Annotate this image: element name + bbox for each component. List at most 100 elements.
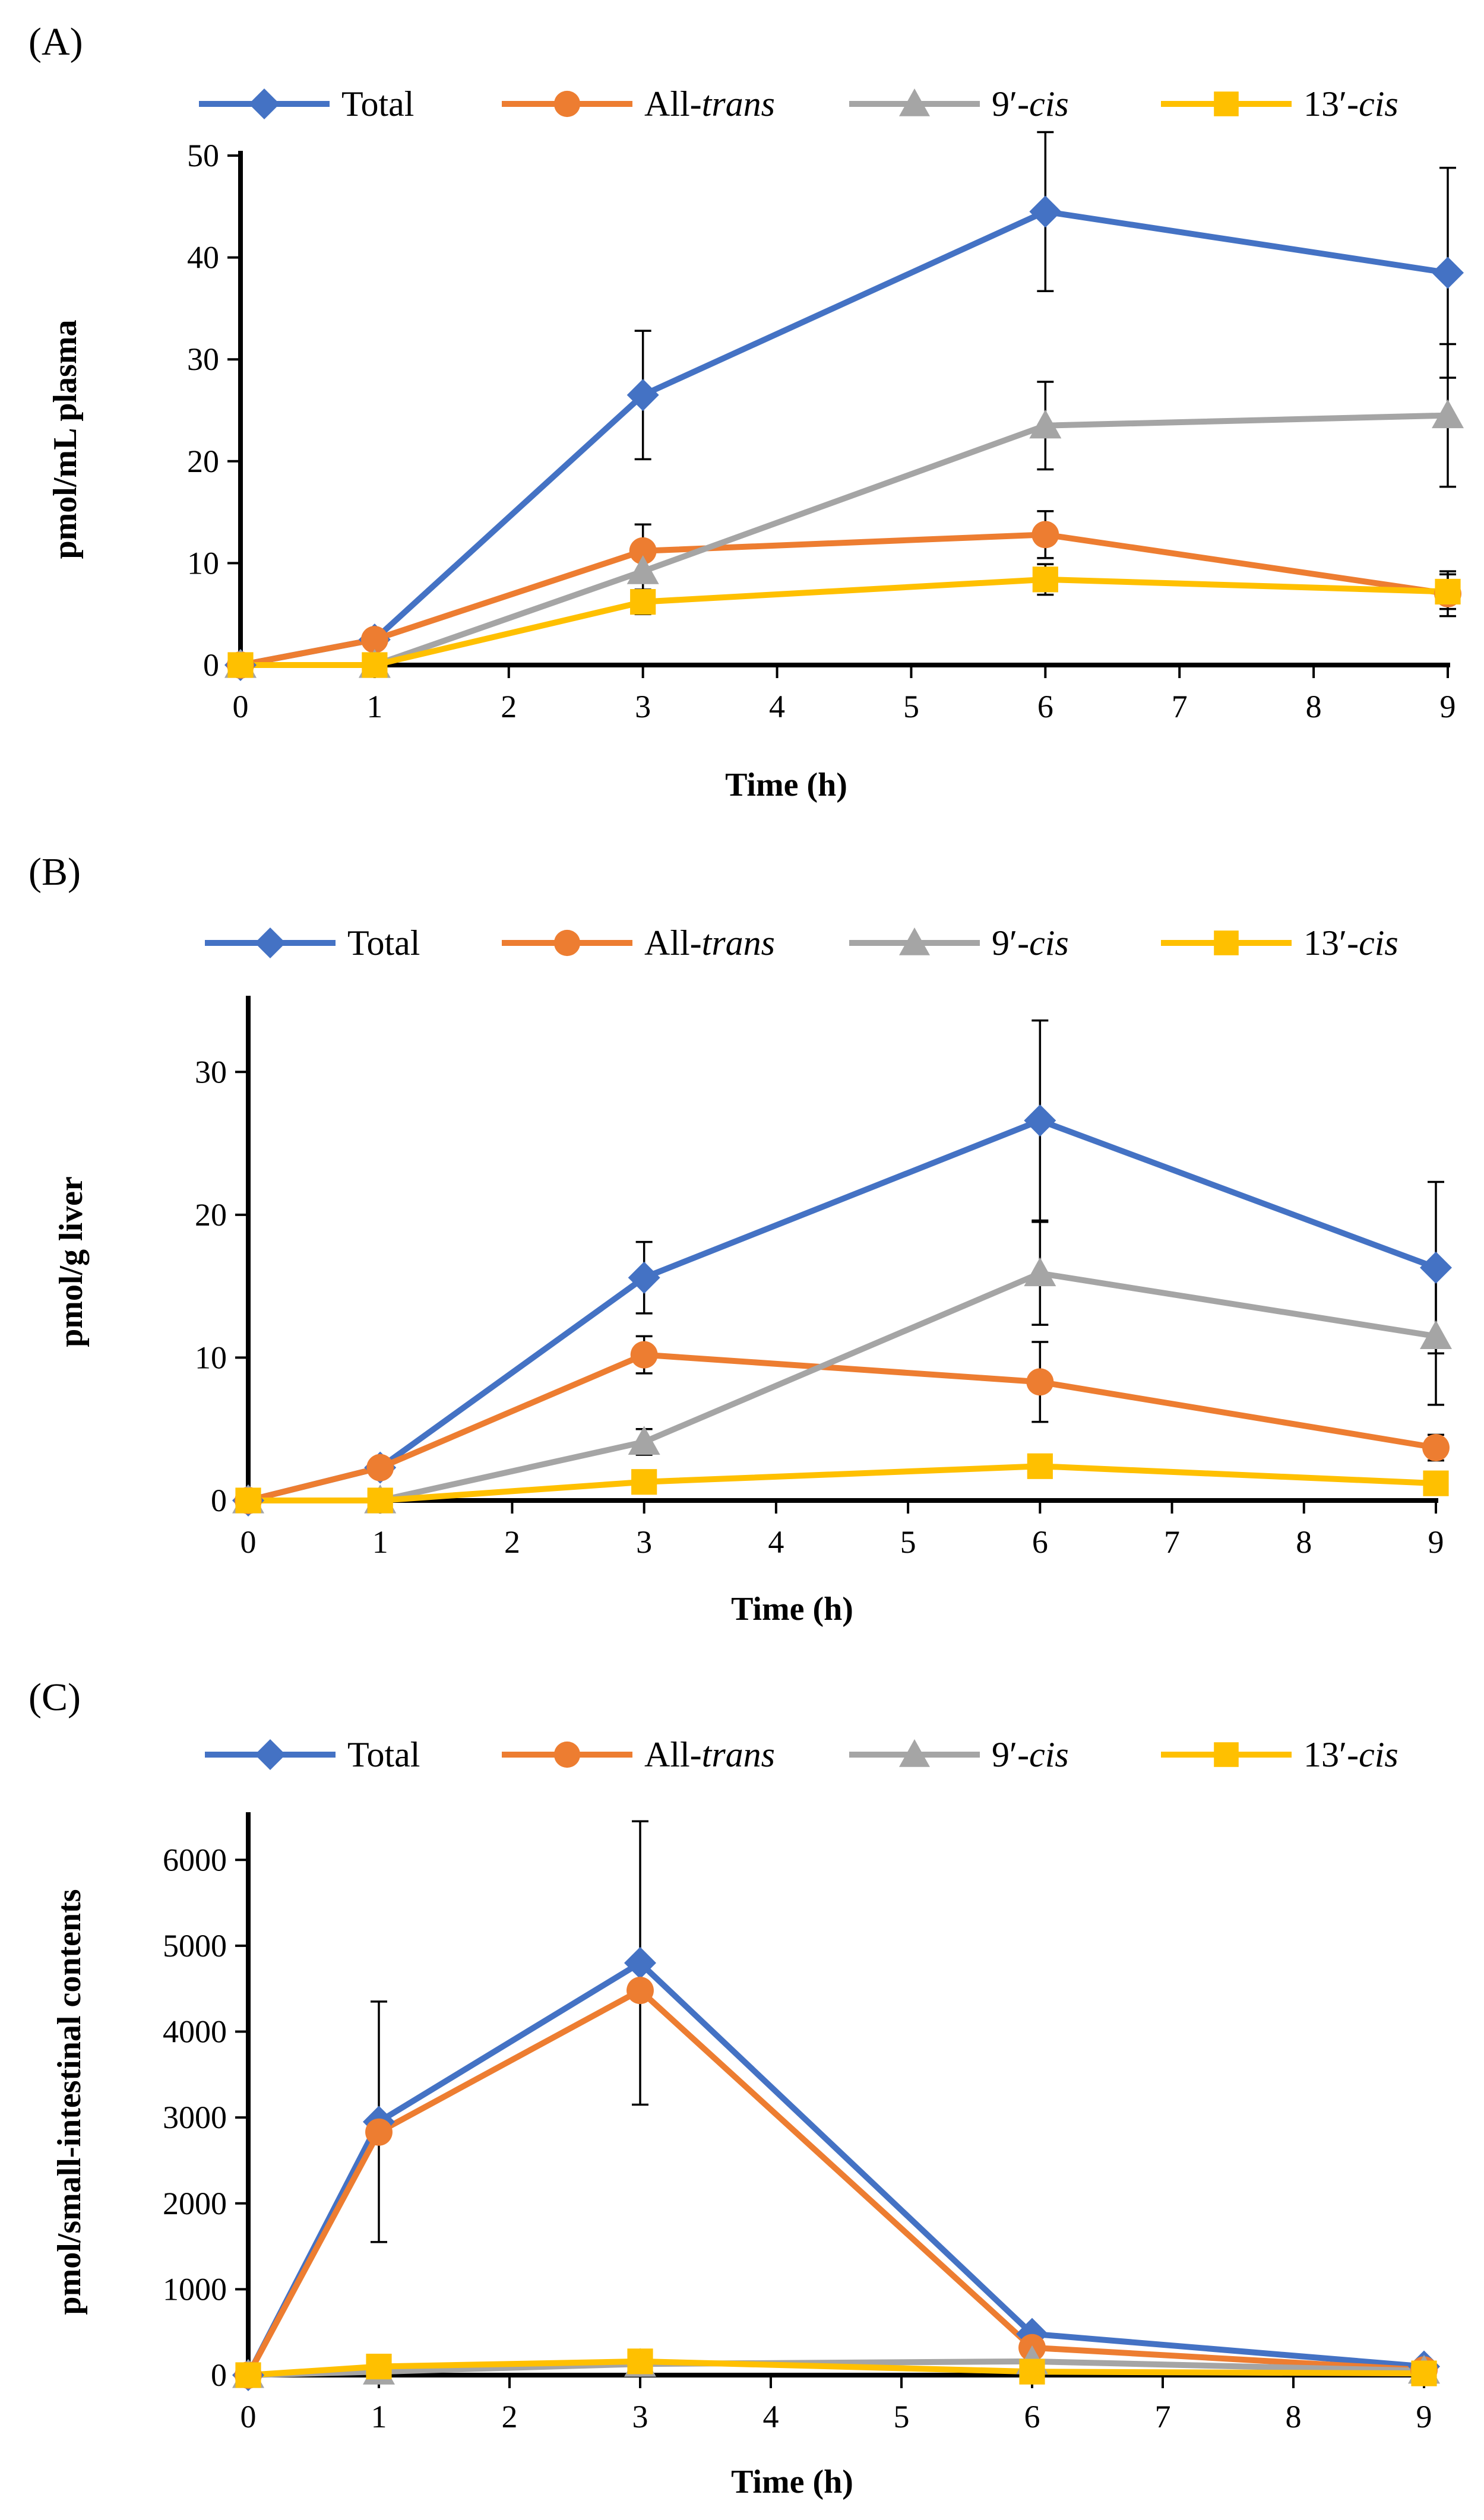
panel-a-y-tick-label: 20: [187, 444, 219, 479]
panel-b-series-line-13-cis: [248, 1463, 1436, 1503]
panel-b-point-13-cis: [631, 1469, 657, 1495]
panel-c-legend-label-9-cis: 9′-cis: [992, 1735, 1069, 1774]
panel-a-legend-marker-9-cis: [899, 88, 930, 116]
panel-c-legend-item-total: Total: [205, 1735, 420, 1774]
panel-c-x-tick-label: 0: [241, 2399, 257, 2434]
panel-c-point-13-cis: [235, 2362, 261, 2388]
panel-a-legend-marker-13-cis: [1214, 91, 1239, 116]
panel-b-x-tick-label: 5: [900, 1524, 916, 1560]
panel-c-legend-marker-total: [255, 1739, 286, 1770]
panel-b-legend: Total All-trans 9′-cis 13′-cis: [205, 923, 1398, 963]
panel-c-y-tick-label: 1000: [163, 2271, 227, 2307]
panel-a-legend-item-9-cis: 9′-cis: [849, 84, 1069, 124]
panel-c-x-tick-label: 8: [1286, 2399, 1302, 2434]
panel-c-y-tick-label: 4000: [163, 2014, 227, 2050]
panel-c-legend-item-all-trans: All-trans: [502, 1735, 775, 1774]
panel-b-legend-marker-13-cis: [1214, 930, 1239, 955]
panel-b-x-tick-label: 9: [1428, 1524, 1444, 1560]
panel-c-y-tick-label: 3000: [163, 2100, 227, 2135]
panel-b-legend-marker-total: [255, 927, 286, 958]
panel-c-legend-item-9-cis: 9′-cis: [849, 1735, 1069, 1774]
panel-a-x-tick-label: 4: [769, 689, 785, 724]
panel-c-legend-label-13-cis: 13′-cis: [1303, 1735, 1398, 1774]
panel-c-x-axis-title: Time (h): [731, 2464, 853, 2500]
panel-c-point-13-cis: [1019, 2358, 1045, 2385]
panel-c-point-13-cis: [366, 2353, 392, 2380]
panel-a-x-tick-label: 6: [1037, 689, 1053, 724]
panel-a-x-tick-label: 3: [635, 689, 651, 724]
panel-a-point-13-cis: [227, 652, 254, 678]
panel-b-x-tick-label: 0: [241, 1524, 257, 1560]
panel-b-point-total: [1024, 1104, 1056, 1137]
panel-b-point-total: [628, 1261, 660, 1294]
panel-b-label: (B): [29, 850, 81, 894]
panel-a-point-all-trans: [360, 626, 388, 654]
panel-b-legend-item-9-cis: 9′-cis: [849, 923, 1069, 963]
panel-c-x-tick-label: 7: [1155, 2399, 1171, 2434]
panel-b-series-line-9-cis: [248, 1270, 1436, 1503]
panel-b-point-all-trans: [1026, 1368, 1054, 1396]
panel-b-x-tick-label: 3: [636, 1524, 652, 1560]
panel-c-point-all-trans: [365, 2118, 393, 2146]
panel-b-legend-item-13-cis: 13′-cis: [1161, 923, 1398, 963]
panel-a-y-tick-label: 40: [187, 240, 219, 276]
panel-a-legend-label-all-trans: All-trans: [644, 84, 775, 124]
panel-c-y-tick-label: 0: [211, 2357, 227, 2393]
panel-b-legend-marker-all-trans: [553, 929, 581, 957]
panel-b-legend-marker-9-cis: [899, 927, 930, 955]
panel-a-point-9-cis: [1432, 399, 1464, 429]
panel-a-axes: 0 10 20 30 40 50 0 1 2 3 4 5 6 7 8 9: [187, 138, 1456, 724]
panel-a-point-all-trans: [1031, 521, 1059, 549]
panel-c-x-tick-label: 6: [1024, 2399, 1040, 2434]
panel-a-legend-marker-total: [249, 88, 280, 119]
panel-a-point-9-cis: [626, 555, 659, 584]
panel-b-axes: 0 10 20 30 0 1 2 3 4 5 6 7 8 9: [195, 996, 1444, 1560]
panel-b-x-tick-label: 6: [1032, 1524, 1048, 1560]
panel-b-x-tick-label: 7: [1164, 1524, 1180, 1560]
panel-a-legend-item-all-trans: All-trans: [502, 84, 775, 124]
panel-b: (B) Total All-trans 9′-cis 13′-cis 01020300…: [29, 850, 1452, 1628]
panel-a-label: (A): [29, 20, 83, 64]
panel-a-legend-label-13-cis: 13′-cis: [1303, 84, 1398, 124]
panel-a-legend-label-9-cis: 9′-cis: [992, 84, 1069, 124]
panel-b-y-axis-title: pmol/g liver: [53, 1176, 90, 1347]
panel-b-series-line-all-trans: [247, 1351, 1436, 1503]
panel-c-legend-marker-13-cis: [1214, 1742, 1239, 1767]
panel-a: (A) Total All-trans 9′-cis 13′-cis 01020304…: [29, 20, 1464, 803]
panel-c-point-all-trans: [626, 1977, 654, 2005]
panel-c: (C) Total All-trans 9′-cis 13′-cis 01000200…: [29, 1676, 1440, 2500]
panel-b-y-tick-label: 10: [195, 1340, 227, 1375]
panel-c-x-tick-label: 2: [502, 2399, 518, 2434]
panel-a-x-tick-label: 5: [903, 689, 919, 724]
panel-a-legend-item-total: Total: [199, 84, 414, 124]
panel-c-legend-item-13-cis: 13′-cis: [1161, 1735, 1398, 1774]
panel-c-legend-label-all-trans: All-trans: [644, 1735, 775, 1774]
panel-a-point-total: [626, 379, 659, 411]
panel-a-point-total: [1432, 257, 1464, 289]
panel-b-legend-label-13-cis: 13′-cis: [1303, 923, 1398, 963]
panel-b-point-9-cis: [1024, 1257, 1056, 1287]
panel-c-y-axis-title: pmol/small-intestinal contents: [51, 1889, 88, 2315]
panel-a-point-13-cis: [1032, 566, 1058, 593]
panel-a-point-total: [1029, 195, 1062, 228]
panel-a-point-13-cis: [630, 589, 656, 615]
panel-c-y-tick-label: 6000: [163, 1842, 227, 1878]
panel-c-label: (C): [29, 1676, 81, 1719]
panel-b-point-13-cis: [1423, 1470, 1449, 1496]
panel-a-x-tick-label: 0: [233, 689, 249, 724]
panel-c-y-tick-label: 5000: [163, 1928, 227, 1964]
panel-c-plot: [232, 1820, 1440, 2391]
panel-b-y-tick-label: 20: [195, 1197, 227, 1233]
panel-b-point-total: [1420, 1251, 1452, 1284]
panel-c-series-line-all-trans: [245, 1987, 1425, 2377]
panel-b-point-13-cis: [235, 1487, 261, 1514]
panel-b-point-13-cis: [367, 1487, 393, 1514]
panel-a-y-tick-label: 50: [187, 138, 219, 173]
panel-b-point-9-cis: [1420, 1320, 1452, 1349]
panel-a-legend-item-13-cis: 13′-cis: [1161, 84, 1398, 124]
panel-b-y-tick-label: 30: [195, 1054, 227, 1090]
panel-a-x-tick-label: 7: [1172, 689, 1188, 724]
panel-a-x-tick-label: 9: [1440, 689, 1456, 724]
panel-b-point-13-cis: [1027, 1453, 1053, 1479]
panel-b-legend-item-all-trans: All-trans: [502, 923, 775, 963]
